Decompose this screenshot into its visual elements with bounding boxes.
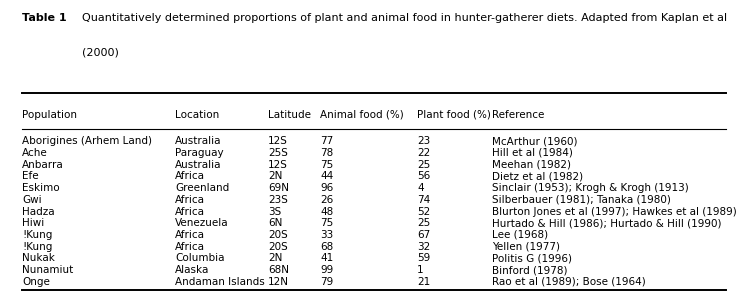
Text: 79: 79: [320, 277, 334, 287]
Text: Reference: Reference: [492, 110, 544, 120]
Text: 67: 67: [417, 230, 431, 240]
Text: Paraguay: Paraguay: [175, 148, 224, 158]
Text: 33: 33: [320, 230, 334, 240]
Text: Nunamiut: Nunamiut: [22, 265, 74, 275]
Text: 75: 75: [320, 160, 334, 170]
Text: 25: 25: [417, 160, 431, 170]
Text: Africa: Africa: [175, 171, 205, 181]
Text: Africa: Africa: [175, 242, 205, 252]
Text: McArthur (1960): McArthur (1960): [492, 136, 577, 146]
Text: Africa: Africa: [175, 207, 205, 216]
Text: Meehan (1982): Meehan (1982): [492, 160, 571, 170]
Text: 69N: 69N: [268, 183, 289, 193]
Text: Greenland: Greenland: [175, 183, 229, 193]
Text: 59: 59: [417, 253, 431, 263]
Text: 74: 74: [417, 195, 431, 205]
Text: Hill et al (1984): Hill et al (1984): [492, 148, 573, 158]
Text: 96: 96: [320, 183, 334, 193]
Text: 78: 78: [320, 148, 334, 158]
Text: Nukak: Nukak: [22, 253, 55, 263]
Text: 21: 21: [417, 277, 431, 287]
Text: !Kung: !Kung: [22, 242, 53, 252]
Text: Australia: Australia: [175, 136, 221, 146]
Text: Efe: Efe: [22, 171, 39, 181]
Text: Location: Location: [175, 110, 219, 120]
Text: Hiwi: Hiwi: [22, 218, 45, 228]
Text: Blurton Jones et al (1997); Hawkes et al (1989): Blurton Jones et al (1997); Hawkes et al…: [492, 207, 737, 216]
Text: 41: 41: [320, 253, 334, 263]
Text: Ache: Ache: [22, 148, 48, 158]
Text: 2N: 2N: [268, 171, 282, 181]
Text: Onge: Onge: [22, 277, 50, 287]
Text: 20S: 20S: [268, 230, 288, 240]
Text: (2000): (2000): [82, 47, 118, 57]
Text: Anbarra: Anbarra: [22, 160, 64, 170]
Text: 75: 75: [320, 218, 334, 228]
Text: 48: 48: [320, 207, 334, 216]
Text: Silberbauer (1981); Tanaka (1980): Silberbauer (1981); Tanaka (1980): [492, 195, 670, 205]
Text: Venezuela: Venezuela: [175, 218, 229, 228]
Text: Hurtado & Hill (1986); Hurtado & Hill (1990): Hurtado & Hill (1986); Hurtado & Hill (1…: [492, 218, 721, 228]
Text: 44: 44: [320, 171, 334, 181]
Text: Politis G (1996): Politis G (1996): [492, 253, 571, 263]
Text: Sinclair (1953); Krogh & Krogh (1913): Sinclair (1953); Krogh & Krogh (1913): [492, 183, 688, 193]
Text: 32: 32: [417, 242, 431, 252]
Text: !Kung: !Kung: [22, 230, 53, 240]
Text: 26: 26: [320, 195, 334, 205]
Text: Latitude: Latitude: [268, 110, 311, 120]
Text: Alaska: Alaska: [175, 265, 209, 275]
Text: 68N: 68N: [268, 265, 289, 275]
Text: 2N: 2N: [268, 253, 282, 263]
Text: Africa: Africa: [175, 230, 205, 240]
Text: Binford (1978): Binford (1978): [492, 265, 567, 275]
Text: Rao et al (1989); Bose (1964): Rao et al (1989); Bose (1964): [492, 277, 645, 287]
Text: Table 1: Table 1: [22, 13, 67, 23]
Text: Quantitatively determined proportions of plant and animal food in hunter-gathere: Quantitatively determined proportions of…: [82, 13, 727, 23]
Text: Eskimo: Eskimo: [22, 183, 60, 193]
Text: 12N: 12N: [268, 277, 289, 287]
Text: 77: 77: [320, 136, 334, 146]
Text: Lee (1968): Lee (1968): [492, 230, 548, 240]
Text: 99: 99: [320, 265, 334, 275]
Text: Plant food (%): Plant food (%): [417, 110, 491, 120]
Text: Yellen (1977): Yellen (1977): [492, 242, 559, 252]
Text: Australia: Australia: [175, 160, 221, 170]
Text: 4: 4: [417, 183, 424, 193]
Text: Animal food (%): Animal food (%): [320, 110, 404, 120]
Text: Aborigines (Arhem Land): Aborigines (Arhem Land): [22, 136, 152, 146]
Text: 68: 68: [320, 242, 334, 252]
Text: Andaman Islands: Andaman Islands: [175, 277, 264, 287]
Text: 25: 25: [417, 218, 431, 228]
Text: Gwi: Gwi: [22, 195, 42, 205]
Text: Hadza: Hadza: [22, 207, 55, 216]
Text: 23: 23: [417, 136, 431, 146]
Text: Columbia: Columbia: [175, 253, 224, 263]
Text: 1: 1: [417, 265, 424, 275]
Text: 6N: 6N: [268, 218, 282, 228]
Text: 12S: 12S: [268, 136, 288, 146]
Text: 56: 56: [417, 171, 431, 181]
Text: 20S: 20S: [268, 242, 288, 252]
Text: 3S: 3S: [268, 207, 282, 216]
Text: 22: 22: [417, 148, 431, 158]
Text: 25S: 25S: [268, 148, 288, 158]
Text: 23S: 23S: [268, 195, 288, 205]
Text: 12S: 12S: [268, 160, 288, 170]
Text: Dietz et al (1982): Dietz et al (1982): [492, 171, 583, 181]
Text: Population: Population: [22, 110, 77, 120]
Text: 52: 52: [417, 207, 431, 216]
Text: Africa: Africa: [175, 195, 205, 205]
